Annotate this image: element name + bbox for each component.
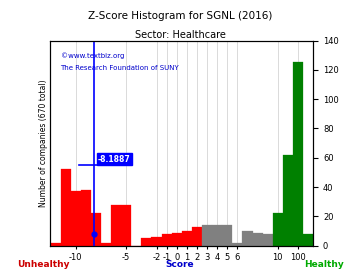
Bar	[101, 243, 111, 246]
Text: Score: Score	[166, 260, 194, 269]
Bar	[202, 225, 212, 246]
Text: Z-Score Histogram for SGNL (2016): Z-Score Histogram for SGNL (2016)	[88, 11, 272, 21]
Text: Healthy: Healthy	[304, 260, 344, 269]
Bar	[152, 237, 162, 246]
Bar	[232, 243, 242, 246]
Bar	[263, 234, 273, 246]
Y-axis label: Number of companies (670 total): Number of companies (670 total)	[39, 79, 48, 207]
Bar	[273, 214, 283, 246]
Bar	[81, 190, 91, 246]
Bar	[60, 170, 71, 246]
Bar	[91, 214, 101, 246]
Bar	[303, 234, 313, 246]
Text: Sector: Healthcare: Sector: Healthcare	[135, 30, 225, 40]
Bar	[50, 243, 60, 246]
Text: -8.1887: -8.1887	[98, 155, 131, 164]
Bar	[162, 234, 172, 246]
Text: The Research Foundation of SUNY: The Research Foundation of SUNY	[60, 65, 179, 72]
Bar	[192, 227, 202, 246]
Bar	[71, 191, 81, 246]
Text: Unhealthy: Unhealthy	[17, 260, 69, 269]
Bar	[222, 225, 232, 246]
Bar	[121, 205, 131, 246]
Bar	[293, 62, 303, 246]
Bar	[182, 231, 192, 246]
Text: ©www.textbiz.org: ©www.textbiz.org	[60, 52, 124, 59]
Bar	[242, 231, 253, 246]
Bar	[212, 225, 222, 246]
Bar	[141, 238, 152, 246]
Bar	[253, 232, 263, 246]
Bar	[111, 205, 121, 246]
Bar	[172, 232, 182, 246]
Bar	[283, 155, 293, 246]
